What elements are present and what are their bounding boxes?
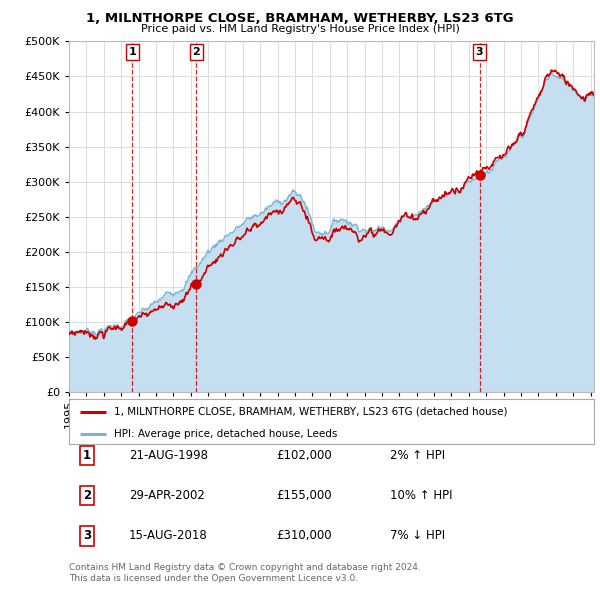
Text: Contains HM Land Registry data © Crown copyright and database right 2024.: Contains HM Land Registry data © Crown c… xyxy=(69,563,421,572)
Text: 10% ↑ HPI: 10% ↑ HPI xyxy=(390,489,452,502)
Text: 1: 1 xyxy=(83,449,91,462)
Text: 3: 3 xyxy=(476,47,484,57)
Text: 1, MILNTHORPE CLOSE, BRAMHAM, WETHERBY, LS23 6TG (detached house): 1, MILNTHORPE CLOSE, BRAMHAM, WETHERBY, … xyxy=(113,407,507,417)
Text: 15-AUG-2018: 15-AUG-2018 xyxy=(129,529,208,542)
Text: 2: 2 xyxy=(193,47,200,57)
Text: 29-APR-2002: 29-APR-2002 xyxy=(129,489,205,502)
Text: 3: 3 xyxy=(83,529,91,542)
Text: £310,000: £310,000 xyxy=(276,529,332,542)
Text: 7% ↓ HPI: 7% ↓ HPI xyxy=(390,529,445,542)
Text: Price paid vs. HM Land Registry's House Price Index (HPI): Price paid vs. HM Land Registry's House … xyxy=(140,24,460,34)
Text: 2% ↑ HPI: 2% ↑ HPI xyxy=(390,449,445,462)
Text: £102,000: £102,000 xyxy=(276,449,332,462)
Text: £155,000: £155,000 xyxy=(276,489,332,502)
Text: HPI: Average price, detached house, Leeds: HPI: Average price, detached house, Leed… xyxy=(113,429,337,439)
Text: 21-AUG-1998: 21-AUG-1998 xyxy=(129,449,208,462)
Text: 1, MILNTHORPE CLOSE, BRAMHAM, WETHERBY, LS23 6TG: 1, MILNTHORPE CLOSE, BRAMHAM, WETHERBY, … xyxy=(86,12,514,25)
Text: 2: 2 xyxy=(83,489,91,502)
Text: 1: 1 xyxy=(128,47,136,57)
Text: This data is licensed under the Open Government Licence v3.0.: This data is licensed under the Open Gov… xyxy=(69,574,358,583)
